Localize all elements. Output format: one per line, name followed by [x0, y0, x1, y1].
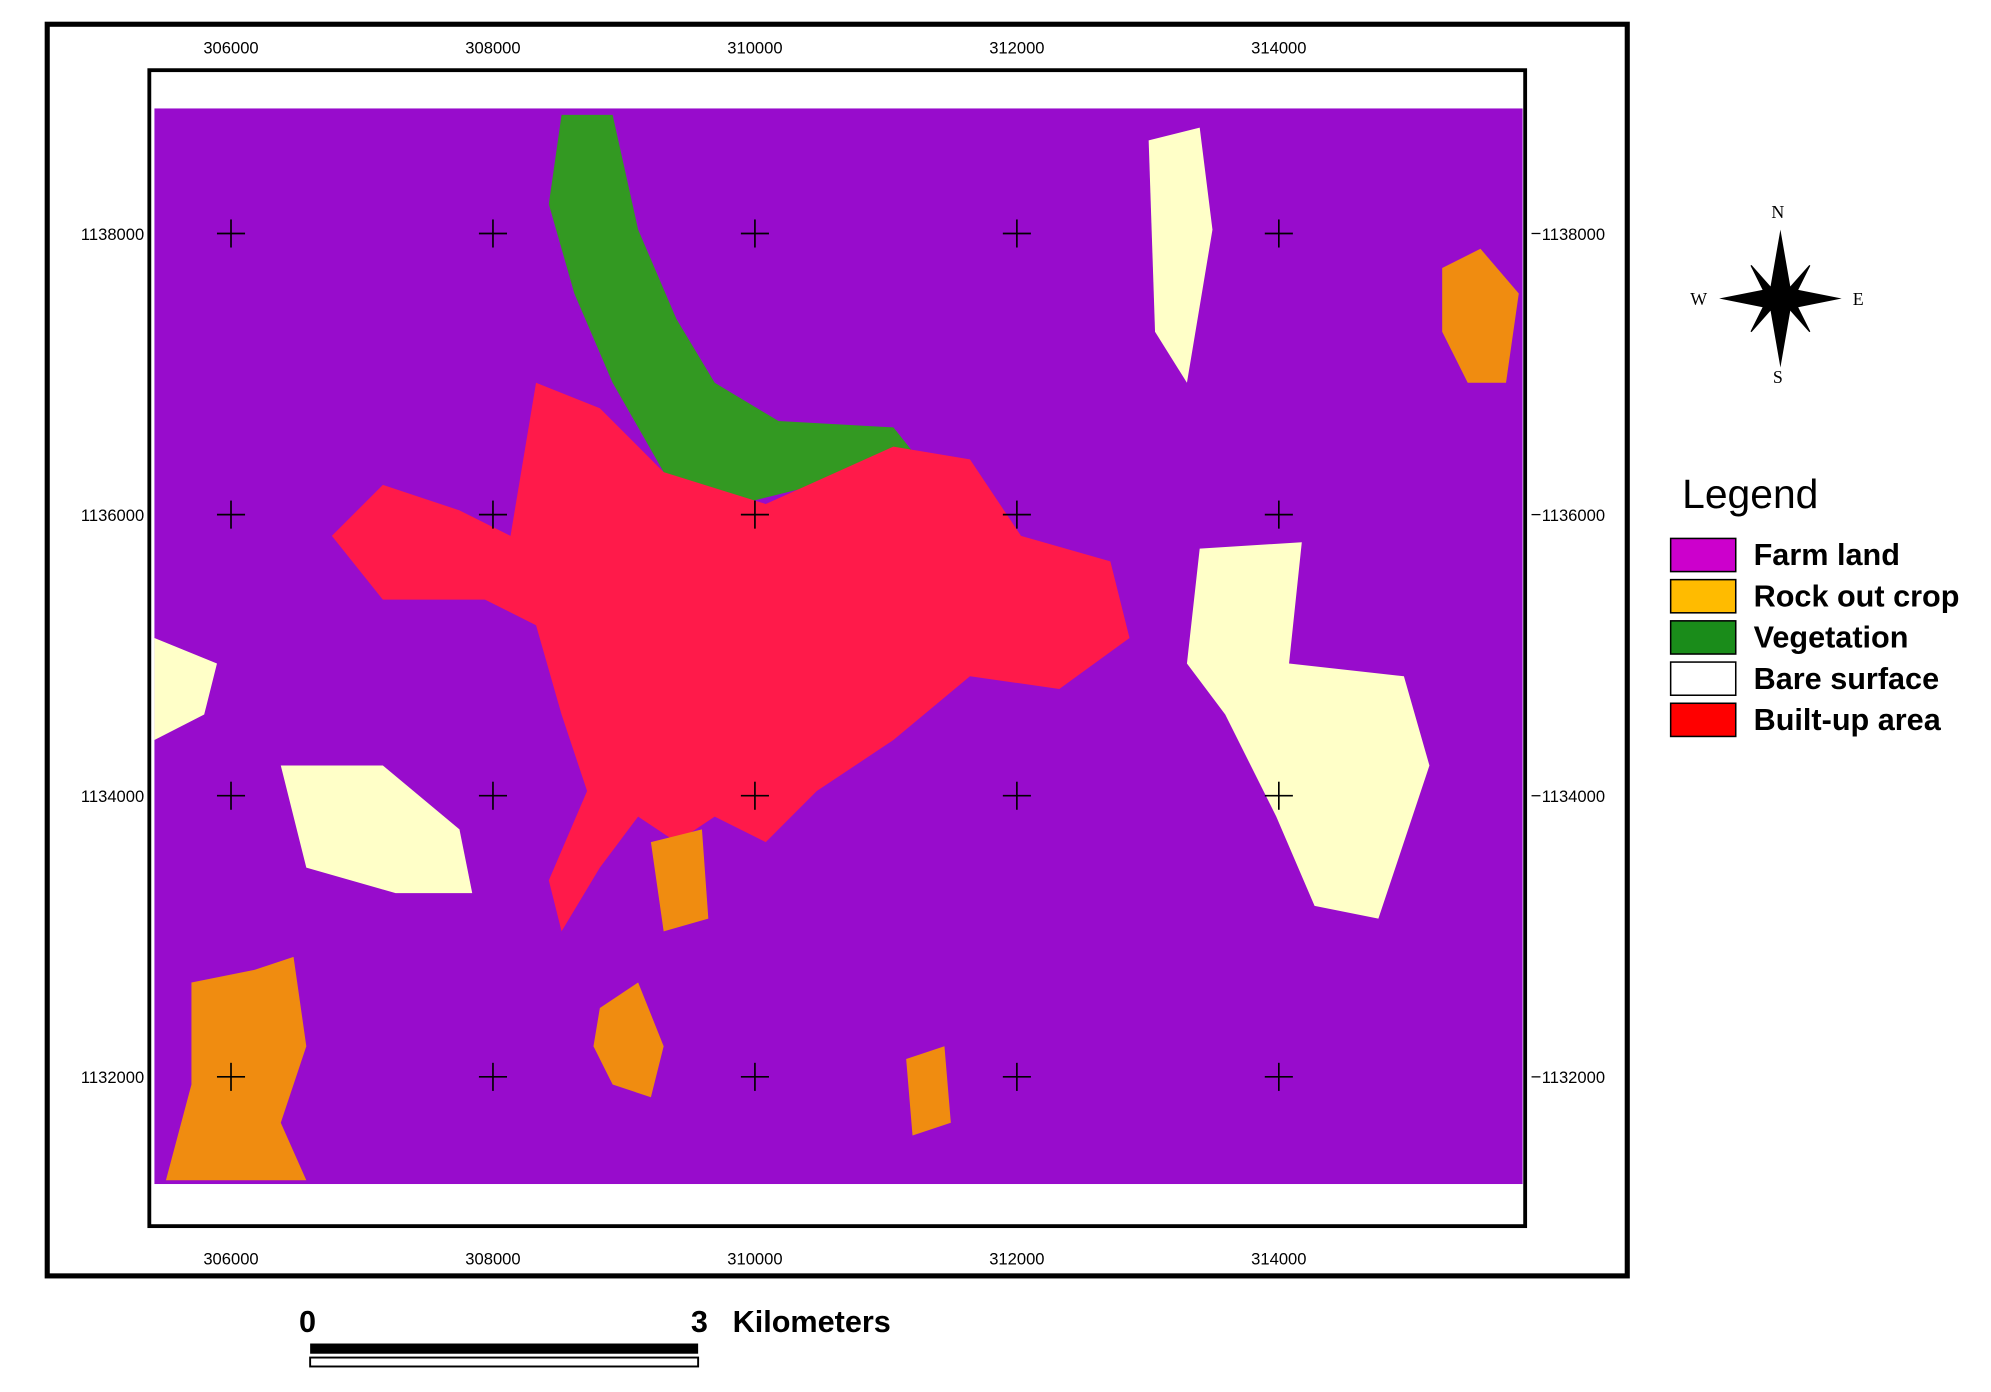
- y-tick-label-left: 1132000: [81, 1068, 144, 1087]
- vegetation-patch: [548, 114, 919, 511]
- legend-swatch: [1669, 578, 1737, 614]
- legend-label: Farm land: [1754, 538, 1900, 572]
- rock-outcrop-patch: [593, 982, 664, 1098]
- legend-label: Vegetation: [1754, 621, 1909, 655]
- rock-outcrop-patch: [1442, 248, 1519, 383]
- land-cover-raster: [154, 108, 1523, 1185]
- legend-title: Legend: [1682, 471, 1818, 517]
- scale-start: 0: [299, 1305, 316, 1339]
- legend-swatch: [1669, 702, 1737, 738]
- y-tick-label-left: 1136000: [81, 506, 144, 525]
- rock-outcrop-patch: [906, 1046, 951, 1136]
- legend-swatch: [1669, 537, 1737, 573]
- scale-bar-white: [309, 1356, 700, 1368]
- scale-unit: Kilometers: [733, 1305, 891, 1339]
- compass-north: N: [1771, 202, 1784, 222]
- x-tick-label-top: 310000: [727, 39, 782, 58]
- x-tick-label-top: 306000: [203, 39, 258, 58]
- x-tick-label-top: 314000: [1251, 39, 1306, 58]
- rock-outcrop-patch: [165, 956, 307, 1181]
- legend-swatch: [1669, 620, 1737, 655]
- bare-surface-patch: [280, 765, 473, 894]
- bare-surface-patch: [1186, 542, 1430, 919]
- x-tick-label-bottom: 306000: [203, 1249, 258, 1268]
- x-tick-label-top: 312000: [989, 39, 1044, 58]
- x-tick-label-bottom: 312000: [989, 1249, 1044, 1268]
- compass-east: E: [1853, 289, 1864, 309]
- y-tick-label-left: 1134000: [81, 787, 144, 806]
- legend-label: Built-up area: [1754, 703, 1942, 737]
- compass-rose: N S W E: [1690, 202, 1864, 387]
- scale-bar: 0 3 Kilometers: [299, 1305, 891, 1368]
- compass-south: S: [1773, 367, 1783, 387]
- legend-label: Rock out crop: [1754, 579, 1960, 613]
- bare-surface-patch: [1148, 127, 1213, 383]
- y-tick-label-right: 1136000: [1542, 506, 1605, 525]
- legend-label: Bare surface: [1754, 662, 1939, 696]
- compass-west: W: [1690, 289, 1707, 309]
- scale-bar-black: [310, 1343, 699, 1354]
- y-tick-label-right: 1132000: [1542, 1068, 1605, 1087]
- scale-end: 3: [691, 1305, 708, 1339]
- x-tick-label-bottom: 310000: [727, 1249, 782, 1268]
- x-tick-label-bottom: 308000: [465, 1249, 520, 1268]
- y-tick-label-left: 1138000: [81, 225, 144, 244]
- bare-surface-patch: [154, 637, 217, 741]
- rock-outcrop-patch: [650, 829, 709, 932]
- built-up-patch: [331, 382, 1130, 932]
- compass-star-diagonal: [1750, 264, 1811, 333]
- legend: Farm land Rock out crop Vegetation Bare sur…: [1669, 537, 1960, 738]
- y-tick-label-right: 1138000: [1542, 225, 1605, 244]
- outer-frame: [44, 21, 1630, 1279]
- legend-swatch: [1669, 661, 1737, 697]
- y-tick-label-right: 1134000: [1542, 787, 1605, 806]
- x-tick-label-bottom: 314000: [1251, 1249, 1306, 1268]
- x-tick-label-top: 308000: [465, 39, 520, 58]
- inner-frame: [147, 68, 1528, 1229]
